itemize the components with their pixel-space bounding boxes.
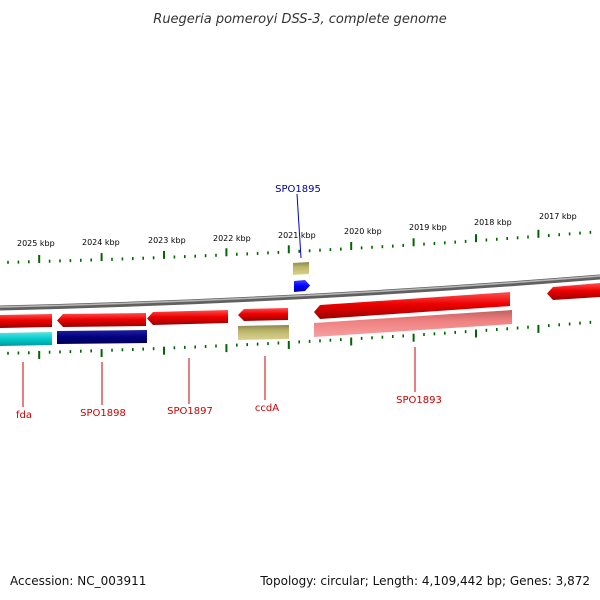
gene-label-spo1898: SPO1898 xyxy=(80,408,126,419)
cds-spo1893 xyxy=(314,292,510,319)
kbp-label: 2021 kbp xyxy=(278,231,316,240)
gene-label-fda: fda xyxy=(16,410,32,421)
lower-tick-ruler xyxy=(7,320,592,359)
genome-summary-text: Topology: circular; Length: 4,109,442 bp… xyxy=(260,574,590,588)
kbp-label: 2023 kbp xyxy=(148,236,186,245)
gene-label-ccda: ccdA xyxy=(255,403,279,414)
navy-feature xyxy=(57,330,147,344)
gene-label-spo1895: SPO1895 xyxy=(275,184,321,195)
pink-feature xyxy=(314,310,512,337)
spo1895-feature xyxy=(293,262,309,275)
cds-ccda xyxy=(238,308,288,321)
kbp-label: 2019 kbp xyxy=(409,223,447,232)
blue-feature xyxy=(294,280,310,292)
gene-label-spo1893: SPO1893 xyxy=(396,395,442,406)
label-leaders xyxy=(22,347,416,407)
cyan-feature xyxy=(0,332,52,346)
accession-text: Accession: NC_003911 xyxy=(10,574,147,588)
kbp-scale: 2025 kbp 2024 kbp 2023 kbp 2022 kbp 2021… xyxy=(17,212,577,248)
kbp-label: 2025 kbp xyxy=(17,239,55,248)
cds-next xyxy=(547,283,600,300)
spo1895-leader xyxy=(296,193,302,259)
kbp-label: 2018 kbp xyxy=(474,218,512,227)
khaki-feature xyxy=(238,325,289,340)
upper-tick-ruler xyxy=(7,229,592,264)
genome-backbone xyxy=(0,274,600,311)
kbp-label: 2022 kbp xyxy=(213,234,251,243)
kbp-label: 2020 kbp xyxy=(344,227,382,236)
kbp-label: 2017 kbp xyxy=(539,212,577,221)
cds-fda xyxy=(0,314,52,328)
kbp-label: 2024 kbp xyxy=(82,238,120,247)
gene-label-spo1897: SPO1897 xyxy=(167,406,213,417)
cds-spo1898 xyxy=(57,313,146,327)
cds-spo1897 xyxy=(147,310,228,325)
map-title: Ruegeria pomeroyi DSS-3, complete genome xyxy=(153,12,446,27)
